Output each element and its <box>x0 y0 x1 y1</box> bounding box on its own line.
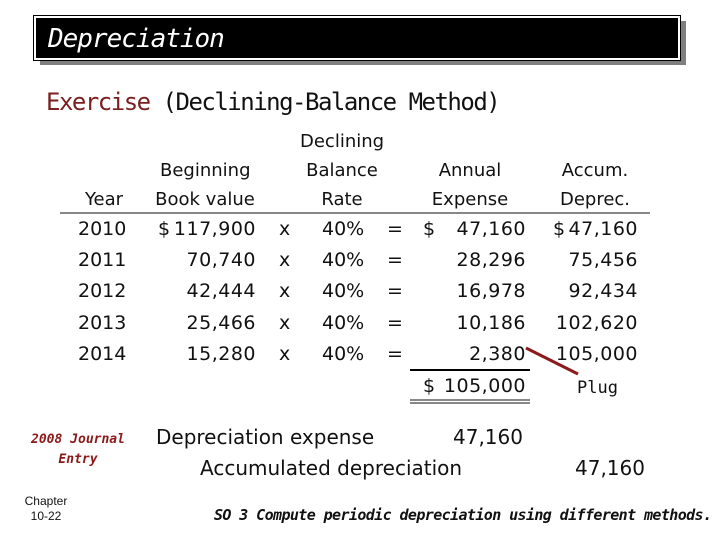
cell-multiply: x <box>279 218 291 240</box>
subtitle-method: (Declining-Balance Method) <box>162 88 501 116</box>
cell-book-value: 70,740 <box>186 249 256 271</box>
cell-expense: 16,978 <box>456 280 526 302</box>
cell-expense-currency: $ <box>423 218 436 240</box>
cell-rate: 40% <box>322 312 365 334</box>
study-objective: SO 3 Compute periodic depreciation using… <box>214 506 712 524</box>
cell-book-value: 42,444 <box>186 280 256 302</box>
cell-accum-currency: $ <box>553 218 566 240</box>
chapter-line2: 10-22 <box>30 509 62 523</box>
header-expense-line1: Annual <box>438 160 502 181</box>
cell-book-value: 15,280 <box>186 343 256 365</box>
header-rate-line3: Rate <box>321 189 363 210</box>
cell-year: 2011 <box>78 249 127 271</box>
header-accum-line1: Accum. <box>561 160 629 181</box>
cell-multiply: x <box>279 312 291 334</box>
cell-equals: = <box>387 218 403 240</box>
credit-account: Accumulated depreciation <box>200 456 463 480</box>
cell-accum: 102,620 <box>555 312 638 334</box>
cell-expense: 47,160 <box>456 218 526 240</box>
title-bar: Depreciation <box>34 16 680 60</box>
cell-accum: 92,434 <box>568 280 638 302</box>
cell-multiply: x <box>279 280 291 302</box>
plug-note: Plug <box>577 378 618 398</box>
cell-year: 2010 <box>78 218 127 240</box>
cell-rate: 40% <box>322 249 365 271</box>
cell-book-value: 25,466 <box>186 312 256 334</box>
cell-book-currency: $ <box>158 218 171 240</box>
cell-year: 2012 <box>78 280 127 302</box>
journal-label-line1: 2008 Journal <box>31 432 125 447</box>
header-year: Year <box>84 189 124 210</box>
cell-equals: = <box>387 249 403 271</box>
cell-rate: 40% <box>322 218 365 240</box>
cell-accum: 47,160 <box>568 218 638 240</box>
exercise-subtitle: Exercise (Declining-Balance Method) <box>46 88 501 116</box>
cell-multiply: x <box>279 343 291 365</box>
cell-year: 2013 <box>78 312 127 334</box>
cell-expense: 10,186 <box>456 312 526 334</box>
credit-amount: 47,160 <box>575 456 645 480</box>
cell-book-value: 117,900 <box>173 218 256 240</box>
cell-expense: 2,380 <box>469 343 526 365</box>
cell-expense: 28,296 <box>456 249 526 271</box>
journal-entry-label: 2008 Journal Entry <box>22 430 134 470</box>
header-expense-line2: Expense <box>431 189 509 210</box>
header-accum-line2: Deprec. <box>559 189 631 210</box>
journal-label-line2: Entry <box>58 452 98 467</box>
cell-accum: 75,456 <box>568 249 638 271</box>
header-rate-line1: Declining <box>300 131 385 152</box>
header-rate-line2: Balance <box>306 160 378 181</box>
cell-rate: 40% <box>322 343 365 365</box>
debit-amount: 47,160 <box>453 425 523 449</box>
cell-rate: 40% <box>322 280 365 302</box>
total-currency: $ <box>423 375 436 397</box>
cell-equals: = <box>387 280 403 302</box>
total-expense: 105,000 <box>443 375 526 397</box>
header-rule <box>60 212 650 214</box>
cell-equals: = <box>387 312 403 334</box>
slide-title: Depreciation <box>48 24 225 54</box>
header-beginning-line1: Beginning <box>160 160 251 181</box>
debit-account: Depreciation expense <box>156 425 375 449</box>
cell-equals: = <box>387 343 403 365</box>
total-rule <box>410 369 530 371</box>
header-beginning-line2: Book value <box>155 189 255 210</box>
cell-accum: 105,000 <box>555 343 638 365</box>
cell-multiply: x <box>279 249 291 271</box>
chapter-label: Chapter 10-22 <box>14 494 78 524</box>
plug-arrow-icon <box>525 346 579 376</box>
subtitle-exercise: Exercise <box>46 88 151 116</box>
cell-year: 2014 <box>78 343 127 365</box>
chapter-line1: Chapter <box>24 494 68 508</box>
total-double-rule <box>410 399 530 404</box>
